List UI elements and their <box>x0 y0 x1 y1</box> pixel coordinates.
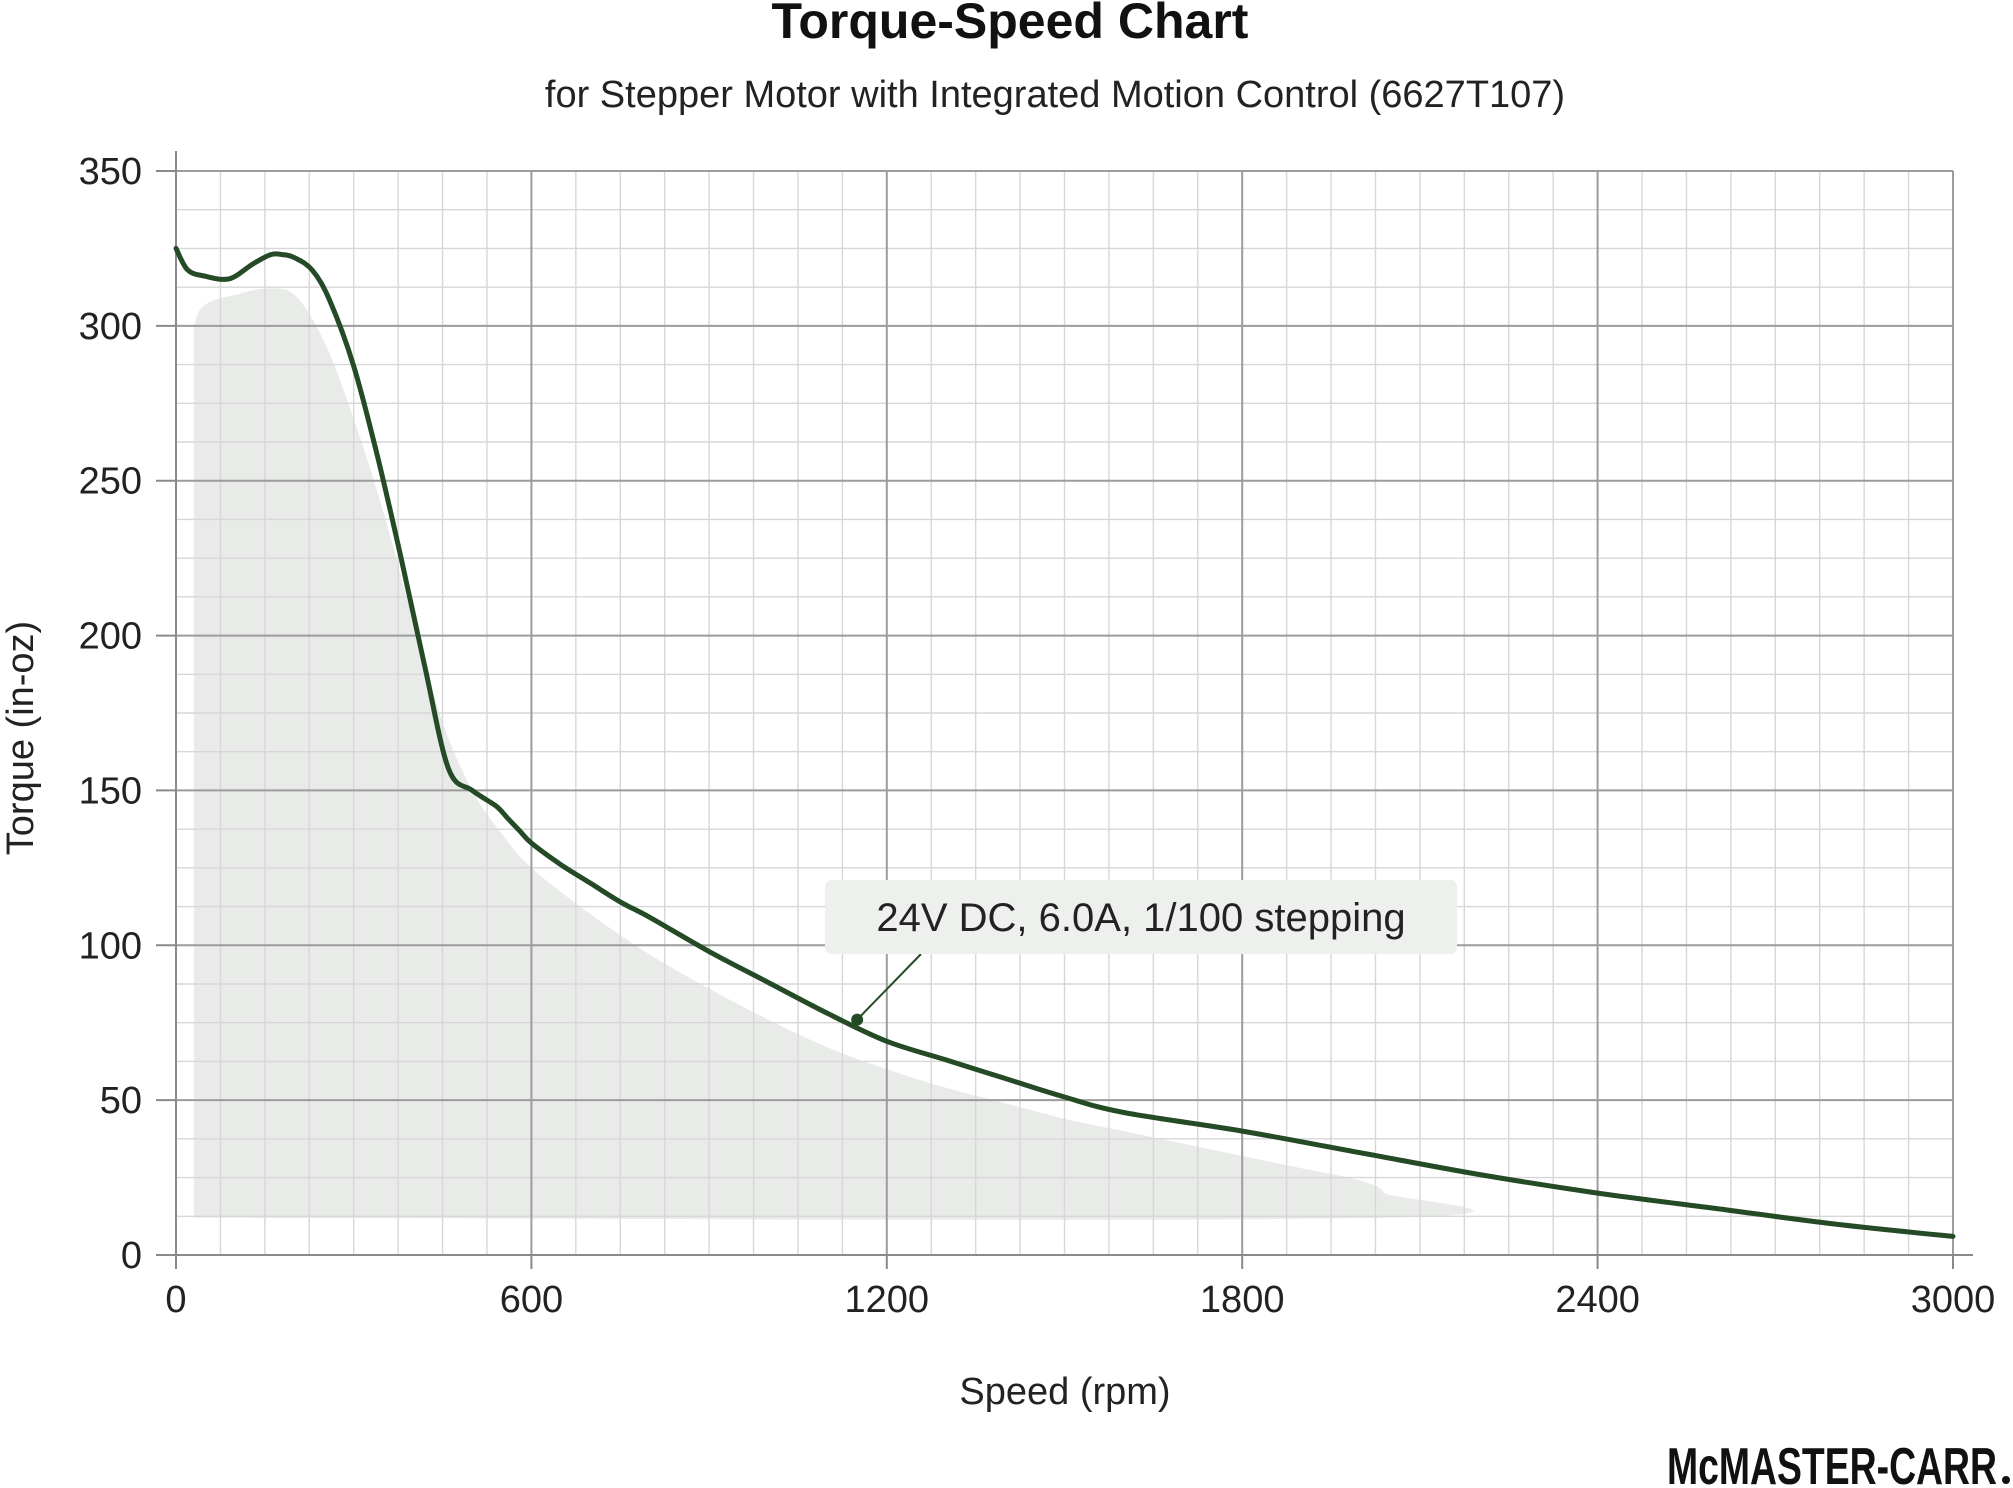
tick-labels: 0 600 1200 1800 2400 3000 0 50 100 150 200 250 300 35… <box>79 151 1996 1321</box>
chart-subtitle: for Stepper Motor with Integrated Motion… <box>545 74 1565 116</box>
shaded-region <box>193 288 1474 1220</box>
x-tick-label: 1200 <box>845 1279 930 1321</box>
y-tick-label: 50 <box>100 1080 142 1122</box>
series-line <box>173 245 1956 1239</box>
x-tick-label: 600 <box>500 1279 563 1321</box>
annotations: 24V DC, 6.0A, 1/100 stepping <box>825 880 1457 1026</box>
y-tick-label: 300 <box>79 306 142 348</box>
x-tick-label: 3000 <box>1911 1279 1996 1321</box>
x-tick-label: 0 <box>165 1279 186 1321</box>
annotation-leader <box>856 953 922 1021</box>
y-tick-label: 250 <box>79 461 142 503</box>
mcmaster-carr-logo: McMASTER-CARR <box>1667 1438 2010 1488</box>
axes <box>156 151 1973 1269</box>
series <box>173 245 1956 1239</box>
registered-mark-icon <box>2002 1476 2010 1484</box>
annotation-dot <box>851 1013 864 1026</box>
x-axis-title: Speed (rpm) <box>959 1371 1170 1413</box>
operating-region-shade <box>193 288 1474 1220</box>
y-tick-label: 100 <box>79 925 142 967</box>
x-tick-label: 2400 <box>1555 1279 1640 1321</box>
x-tick-label: 1800 <box>1200 1279 1285 1321</box>
y-tick-label: 350 <box>79 151 142 193</box>
chart-title: Torque-Speed Chart <box>772 0 1249 49</box>
grid <box>175 170 1954 1256</box>
y-tick-label: 0 <box>121 1235 142 1277</box>
y-tick-label: 200 <box>79 616 142 658</box>
annotation-box <box>825 880 1457 954</box>
y-axis-title: Torque (in-oz) <box>0 621 42 855</box>
annotation-label: 24V DC, 6.0A, 1/100 stepping <box>876 896 1405 940</box>
logo-text: McMASTER-CARR <box>1667 1438 1997 1488</box>
y-tick-label: 150 <box>79 770 142 812</box>
